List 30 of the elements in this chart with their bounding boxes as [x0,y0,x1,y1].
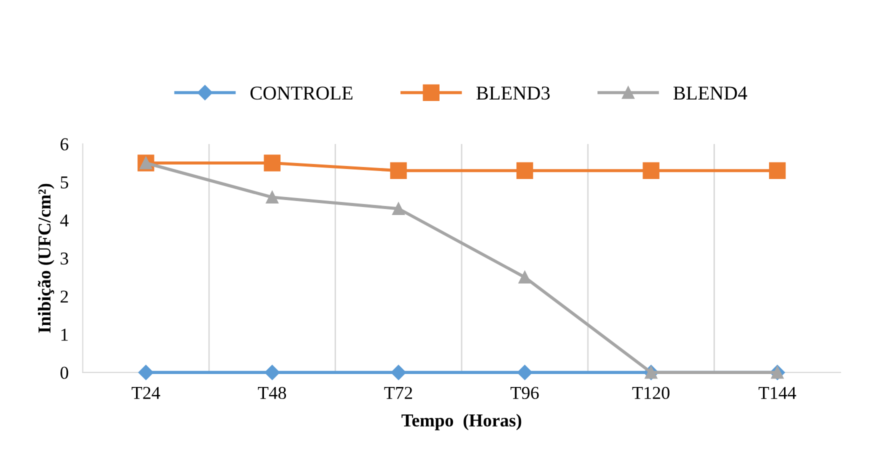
point [390,364,406,380]
y-tick-label: 1 [61,328,68,341]
point [518,270,532,284]
point [264,154,281,172]
point [138,364,154,380]
point [392,202,405,215]
y-tick-label: 3 [60,252,68,265]
point [517,364,532,380]
point [642,162,660,179]
y-tick-label: 4 [60,214,69,226]
x-tick-label: T96 [510,386,539,400]
y-axis-title: Inibição (UFC/cm²) [38,184,54,333]
point [769,162,786,179]
y-tick-label: 6 [60,138,68,150]
point [390,162,407,179]
legend-label: CONTROLE [250,86,352,100]
x-tick-label: T72 [384,386,412,399]
x-tick-label: T24 [132,386,160,399]
x-tick-label: T120 [632,386,670,400]
point [516,162,534,179]
point [264,364,280,380]
x-axis-title: Tempo (Horas) [402,414,522,430]
point [266,191,278,204]
y-tick-label: 5 [60,176,68,188]
y-tick-label: 0 [60,366,68,379]
x-tick-label: T144 [758,386,796,399]
y-tick-label: 2 [60,290,68,303]
legend-label: BLEND3 [476,86,550,100]
x-tick-label: T48 [258,386,286,400]
legend-label: BLEND4 [673,86,748,100]
